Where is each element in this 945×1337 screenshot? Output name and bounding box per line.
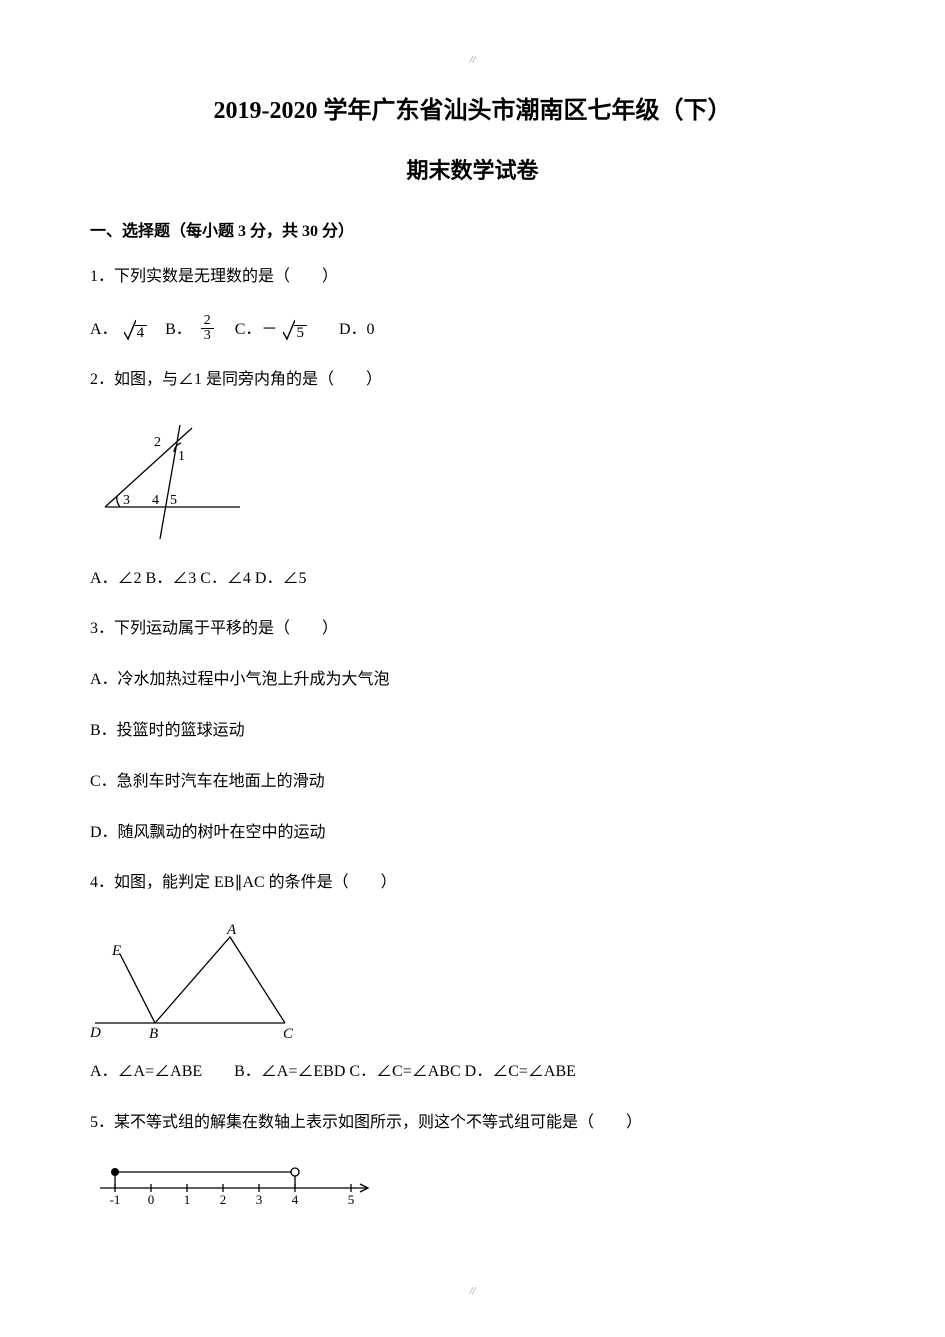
q1-opt-c-label: C．－	[235, 314, 278, 346]
q1-opt-b-label: B．	[165, 314, 192, 346]
triangle-diagram-icon: A B C D E	[90, 920, 305, 1040]
q4-label-e: E	[111, 943, 121, 959]
q3-opt-b: B．投篮时的篮球运动	[90, 717, 855, 746]
page-marker-top: //	[470, 55, 476, 66]
q2-figure: 2 1 3 4 5	[90, 417, 855, 547]
q5-stem: 5．某不等式组的解集在数轴上表示如图所示，则这个不等式组可能是（ ）	[90, 1109, 855, 1138]
q1-opt-a-label: A．	[90, 314, 118, 346]
q2-label-1: 1	[178, 449, 185, 464]
q2-options: A．∠2 B．∠3 C．∠4 D．∠5	[90, 565, 855, 594]
q1-a-radicand: 4	[135, 325, 148, 341]
tick-3: 3	[256, 1192, 263, 1207]
q3-opt-d: D．随风飘动的树叶在空中的运动	[90, 819, 855, 848]
q3-opt-c: C．急刹车时汽车在地面上的滑动	[90, 768, 855, 797]
tick-5: 5	[348, 1192, 355, 1207]
q2-label-5: 5	[170, 493, 177, 508]
sqrt-icon: 5	[283, 319, 307, 341]
fraction-icon: 2 3	[201, 314, 214, 343]
q1-b-numerator: 2	[201, 314, 214, 328]
section-1-heading: 一、选择题（每小题 3 分，共 30 分）	[90, 217, 855, 241]
q4-stem: 4．如图，能判定 EB∥AC 的条件是（ ）	[90, 869, 855, 898]
tick-4: 4	[292, 1192, 299, 1207]
q1-b-denominator: 3	[201, 328, 214, 343]
tick-neg1: -1	[110, 1192, 121, 1207]
q4-options: A．∠A=∠ABE B．∠A=∠EBD C．∠C=∠ABC D．∠C=∠ABE	[90, 1058, 855, 1087]
q4-figure: A B C D E	[90, 920, 855, 1040]
tick-2: 2	[220, 1192, 227, 1207]
q2-label-4: 4	[152, 493, 159, 508]
page-marker-bottom: //	[470, 1286, 476, 1297]
q5-figure: -1 0 1 2 3 4 5	[90, 1160, 855, 1208]
q4-label-a: A	[226, 922, 237, 938]
q1-stem: 1．下列实数是无理数的是（ ）	[90, 263, 855, 292]
sqrt-icon: 4	[124, 319, 148, 341]
q1-opt-d-label: D．0	[339, 314, 375, 346]
number-line-icon: -1 0 1 2 3 4 5	[90, 1160, 380, 1208]
q2-stem: 2．如图，与∠1 是同旁内角的是（ ）	[90, 366, 855, 395]
q4-label-d: D	[90, 1025, 101, 1040]
q4-label-c: C	[283, 1026, 294, 1040]
angle-diagram-icon: 2 1 3 4 5	[90, 417, 245, 547]
q1-options: A． 4 B． 2 3 C．－ 5 D．0	[90, 314, 855, 346]
q2-label-3: 3	[123, 493, 130, 508]
q2-label-2: 2	[154, 435, 161, 450]
q3-stem: 3．下列运动属于平移的是（ ）	[90, 615, 855, 644]
q1-c-radicand: 5	[294, 325, 307, 341]
q3-opt-a: A．冷水加热过程中小气泡上升成为大气泡	[90, 666, 855, 695]
q4-label-b: B	[149, 1026, 158, 1040]
title-line-2: 期末数学试卷	[90, 153, 855, 185]
title-line-1: 2019-2020 学年广东省汕头市潮南区七年级（下）	[90, 90, 855, 125]
closed-point-icon	[111, 1168, 119, 1176]
open-point-icon	[291, 1168, 299, 1176]
tick-1: 1	[184, 1192, 191, 1207]
tick-0: 0	[148, 1192, 155, 1207]
